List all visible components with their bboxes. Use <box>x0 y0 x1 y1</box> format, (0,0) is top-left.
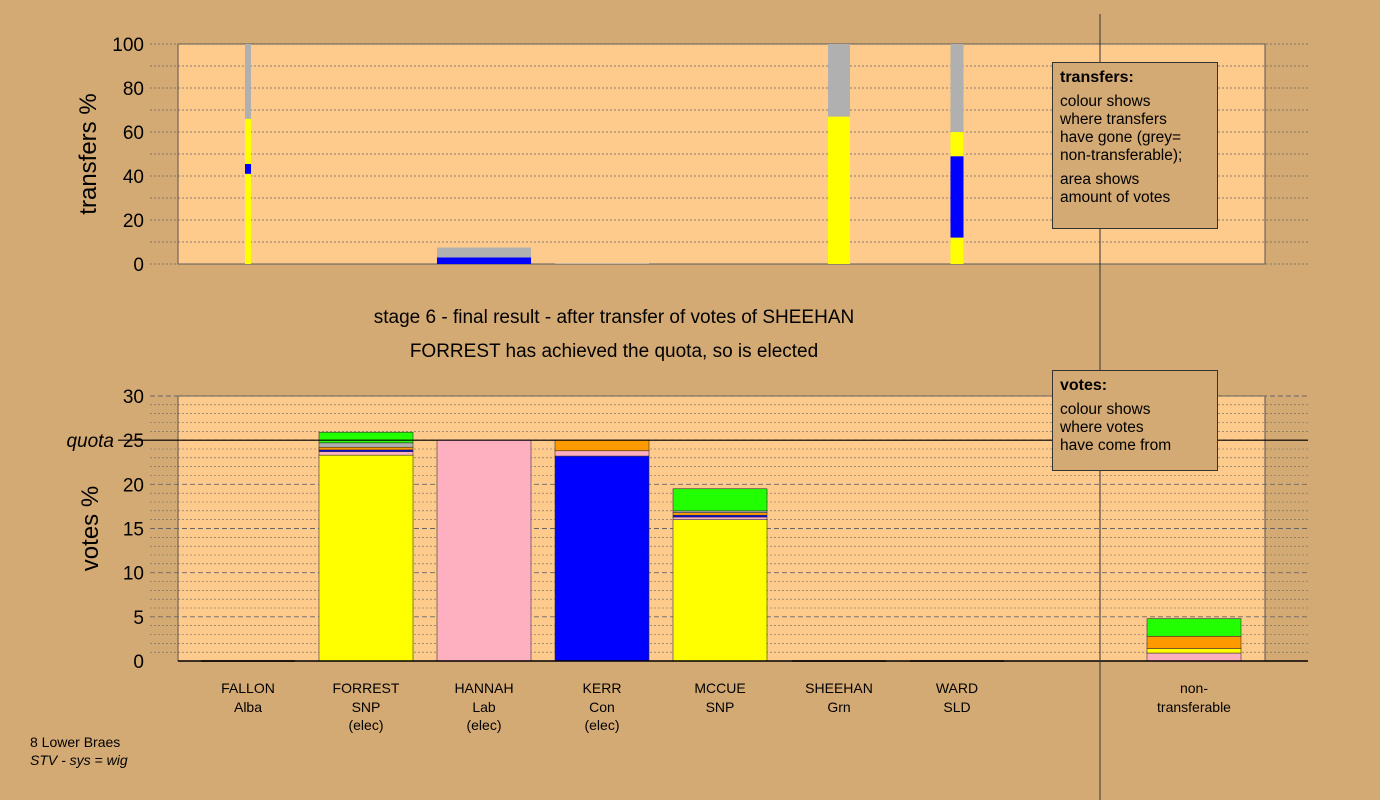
transfers-key-line: have gone (grey= <box>1060 129 1182 146</box>
candidate-party: Con <box>589 699 615 715</box>
footer: 8 Lower Braes STV - sys = wig <box>30 733 128 769</box>
transfer-bar-segment <box>828 44 850 117</box>
transfers-key: transfers: colour shows where transfers … <box>1052 62 1218 229</box>
candidate-party: SLD <box>943 699 970 715</box>
candidate-name: WARD <box>936 680 978 696</box>
candidate-name: MCCUE <box>694 680 745 696</box>
vote-bar-segment <box>1146 635 1242 649</box>
candidate-name: FORREST <box>333 680 400 696</box>
transfer-bar-segment <box>245 44 251 119</box>
votes-key-line: have come from <box>1060 437 1172 454</box>
transfers-key-line: non-transferable); <box>1060 147 1183 164</box>
vote-bar-segment <box>554 455 650 662</box>
candidate-name: HANNAH <box>454 680 513 696</box>
votes-key-line: colour shows <box>1060 401 1151 418</box>
votes-tick-label: 25 <box>123 431 144 452</box>
quota-label: quota <box>66 431 114 452</box>
transfers-tick-label: 80 <box>123 79 144 100</box>
transfer-bar-segment <box>437 257 531 264</box>
ward-name: 8 Lower Braes <box>30 734 121 750</box>
transfers-key-line: amount of votes <box>1060 189 1171 206</box>
votes-axis-label: votes % <box>77 486 104 571</box>
candidate-party: Grn <box>827 699 850 715</box>
transfer-bar-segment <box>437 247 531 258</box>
transfer-bar-segment <box>950 44 964 132</box>
candidate-party: Lab <box>472 699 496 715</box>
transfers-tick-label: 20 <box>123 211 144 232</box>
transfers-tick-label: 40 <box>123 167 144 188</box>
candidate-name: non- <box>1180 680 1208 696</box>
candidate-party: Alba <box>234 699 262 715</box>
transfers-tick-label: 0 <box>133 255 144 276</box>
vote-bar-segment <box>1146 648 1242 654</box>
candidate-party: SNP <box>706 699 735 715</box>
result-subtitle: FORREST has achieved the quota, so is el… <box>410 341 818 362</box>
candidate-status: (elec) <box>584 717 619 733</box>
transfers-tick-label: 100 <box>112 35 144 56</box>
votes-key-line: where votes <box>1060 419 1144 436</box>
transfers-key-title: transfers: <box>1060 69 1134 86</box>
candidate-party: transferable <box>1157 699 1231 715</box>
candidate-party: SNP <box>352 699 381 715</box>
vote-bar-segment <box>318 431 414 444</box>
candidate-name: SHEEHAN <box>805 680 873 696</box>
votes-tick-label: 10 <box>123 564 144 585</box>
vote-bar-segment <box>318 451 414 456</box>
votes-tick-label: 20 <box>123 475 144 496</box>
transfer-bar-segment <box>245 173 251 264</box>
transfer-bar-segment <box>245 163 251 174</box>
transfers-key-line: colour shows <box>1060 93 1151 110</box>
vote-bar-segment <box>554 439 650 452</box>
vote-bar-segment <box>1146 618 1242 637</box>
vote-bar-segment <box>318 454 414 662</box>
transfer-bar-segment <box>828 116 850 264</box>
votes-tick-label: 15 <box>123 520 144 541</box>
transfers-key-line: where transfers <box>1060 111 1167 128</box>
vote-bar-segment <box>672 488 768 512</box>
transfers-axis-label: transfers % <box>75 93 102 214</box>
votes-tick-label: 30 <box>123 387 144 408</box>
vote-bar-segment <box>672 516 768 520</box>
vote-bar-segment <box>318 442 414 448</box>
votes-tick-label: 5 <box>133 608 144 629</box>
votes-tick-label: 0 <box>133 652 144 673</box>
transfers-tick-label: 60 <box>123 123 144 144</box>
vote-bar-segment <box>436 439 532 662</box>
votes-key-title: votes: <box>1060 377 1108 394</box>
candidate-name: KERR <box>583 680 622 696</box>
transfer-bar-segment <box>555 263 649 264</box>
vote-bar-segment <box>672 519 768 662</box>
candidate-name: FALLON <box>221 680 275 696</box>
transfer-bar-segment <box>950 156 964 238</box>
system-label: STV - sys = wig <box>30 752 128 768</box>
vote-bar-segment <box>318 446 414 451</box>
candidate-status: (elec) <box>348 717 383 733</box>
stage-title: stage 6 - final result - after transfer … <box>374 307 854 328</box>
candidate-status: (elec) <box>466 717 501 733</box>
vote-bar-segment <box>672 512 768 516</box>
votes-key: votes: colour shows where votes have com… <box>1052 370 1218 471</box>
vote-bar-segment <box>1146 652 1242 662</box>
transfer-bar-segment <box>950 237 964 264</box>
transfer-bar-segment <box>245 118 251 164</box>
transfer-bar-segment <box>950 132 964 157</box>
transfers-key-line: area shows <box>1060 171 1140 188</box>
vote-bar-segment <box>554 450 650 457</box>
